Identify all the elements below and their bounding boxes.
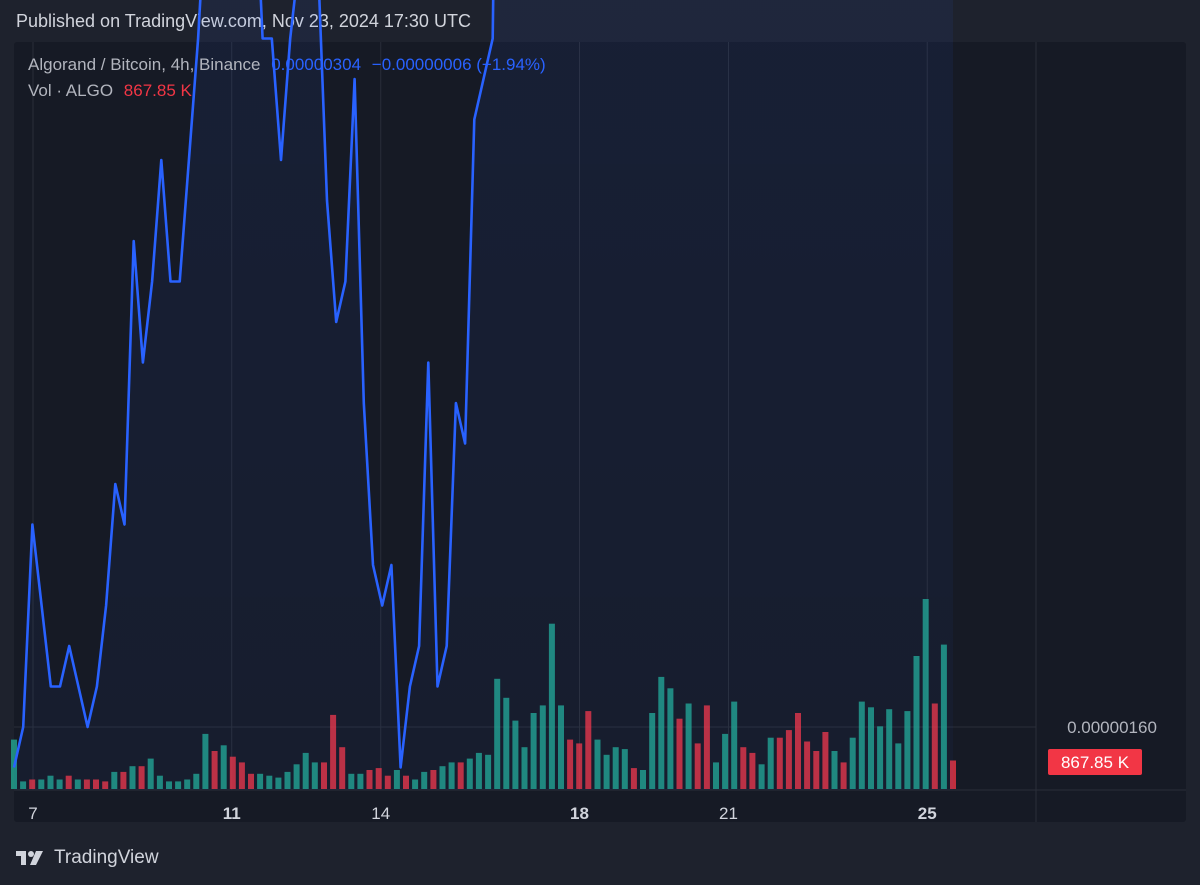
brand-name: TradingView [54,847,159,868]
volume-tag-label: 867.85 K [1061,753,1130,772]
price-area-fill [14,0,953,790]
x-tick-label: 7 [28,804,37,823]
price-change: −0.00000006 (−1.94%) [371,55,546,74]
last-price: 0.00000304 [271,55,362,74]
symbol-legend: Algorand / Bitcoin, 4h, Binance 0.000003… [28,55,546,75]
tradingview-brand[interactable]: TradingView [16,847,159,869]
tradingview-logo-icon [16,851,43,865]
price-line[interactable] [12,0,953,769]
volume-tag-bg [1048,749,1142,775]
x-tick-label: 11 [223,804,241,823]
volume-value: 867.85 K [123,81,192,100]
volume-legend: Vol · ALGO 867.85 K [28,81,192,101]
volume-label[interactable]: Vol · ALGO [28,81,114,100]
y-tick-label: 0.00000160 [1067,718,1157,737]
x-tick-label: 14 [371,804,390,823]
x-tick-label: 18 [570,804,589,823]
x-tick-label: 25 [918,804,937,823]
x-tick-label: 21 [719,804,738,823]
symbol-label[interactable]: Algorand / Bitcoin, 4h, Binance [28,55,261,74]
